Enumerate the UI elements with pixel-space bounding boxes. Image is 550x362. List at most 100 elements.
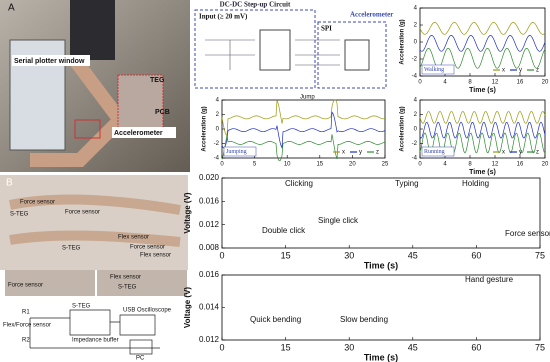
x-tick-label: 30 [344,250,354,260]
y-tick-label: 0.020 [199,173,220,182]
y-tick-label: 0 [216,127,220,133]
y-tick-label: 4 [216,98,220,104]
chip [344,39,370,71]
x-tick-label: 4 [443,162,447,168]
x-tick-label: 15 [281,250,291,260]
y-tick-label: 0 [414,40,418,46]
plot-area [221,274,541,341]
annotation: Slow bending [340,315,388,324]
trace [419,35,546,52]
label: Accelerometer [114,130,163,137]
mode-box [223,146,257,157]
legend-label: z [536,68,539,74]
schematic-label: Flex/Force sensor [3,323,51,329]
schematic [29,309,160,349]
legend-label: z [536,150,539,156]
mode-box [421,146,455,157]
x-tick-label: 25 [382,162,389,168]
x-tick-label: 75 [535,250,545,260]
annotation: Force sensor [505,229,550,238]
annotation: Single click [318,216,359,225]
mode-label: Jumping [226,149,247,155]
photo-label: S-TEG [118,285,137,291]
annotation: Double click [262,226,306,235]
y-tick-label: -2 [412,141,418,147]
annotation: Typing [395,179,419,188]
x-tick-label: 5 [253,162,257,168]
x-tick-label: 0 [418,162,422,168]
photo [5,270,95,296]
schematic-label: R1 [22,310,30,316]
y-tick-label: 2 [414,23,418,29]
y-tick-label: -2 [412,57,418,63]
y-tick-label: -4 [412,156,418,162]
x-tick-label: 10 [284,162,291,168]
annotation: Holding [462,179,489,188]
photo-label: Force sensor [20,200,55,206]
photo-label: Force sensor [130,245,165,251]
photo-b [0,175,188,270]
x-tick-label: 8 [468,80,472,86]
y-tick-label: 0.012 [199,220,220,229]
photo-label: Force sensor [8,283,43,289]
legend-label: y [519,150,522,156]
x-tick-label: 45 [408,250,418,260]
photo-label: Flex sensor [140,253,171,259]
wires [205,39,340,70]
trace [221,111,386,150]
trace [221,134,386,162]
plot-area [221,177,541,249]
y-tick-label: 0 [414,127,418,133]
mode-box [421,64,455,75]
x-axis-label: Time (s) [469,169,496,176]
trace [419,110,546,124]
schematic-label: PC [136,356,145,362]
schematic-label: R2 [22,338,30,344]
label: Serial plotter window [14,58,85,65]
y-tick-label: -4 [214,156,220,162]
x-tick-label: 12 [492,162,499,168]
chip [259,29,291,71]
label: TEG [150,77,165,84]
legend-label: x [502,150,505,156]
x-tick-label: 20 [542,162,549,168]
x-tick-label: 15 [281,342,291,352]
x-tick-label: 75 [535,342,545,352]
x-tick-label: 20 [542,80,549,86]
x-tick-label: 16 [517,80,524,86]
y-axis-label: Acceleration (g) [202,106,208,151]
annotation: Clicking [285,179,313,188]
y-tick-label: 0.012 [199,335,220,344]
x-tick-label: 4 [443,80,447,86]
photo-label: Force sensor [65,210,100,216]
annotation: Jump [300,95,315,101]
person [70,0,115,60]
x-tick-label: 0 [219,250,224,260]
y-tick-label: 2 [414,112,418,118]
y-tick-label: 0.016 [199,196,220,205]
y-axis-label: Voltage (V) [183,287,192,329]
y-tick-label: 4 [414,6,418,12]
label: SPI [321,25,332,33]
circuit-title: DC-DC Step-up Circuit [220,1,291,9]
annotation: Quick bending [250,315,301,324]
mode-label: Walking [424,67,444,73]
trace [419,22,546,35]
photo-label: Flex sensor [110,275,141,281]
x-tick-label: 60 [471,342,481,352]
mode-label: Running [424,149,445,155]
x-tick-label: 8 [468,162,472,168]
x-tick-label: 0 [418,80,422,86]
legend-label: x [342,150,345,156]
trace [221,98,386,137]
x-tick-label: 60 [471,250,481,260]
y-tick-label: 0.016 [199,270,220,279]
label: Accelerometer [350,11,393,19]
x-tick-label: 15 [316,162,323,168]
x-tick-label: 30 [344,342,354,352]
x-tick-label: 12 [492,80,499,86]
x-tick-label: 20 [349,162,356,168]
legend-label: y [519,68,522,74]
circuit-box [194,9,316,89]
